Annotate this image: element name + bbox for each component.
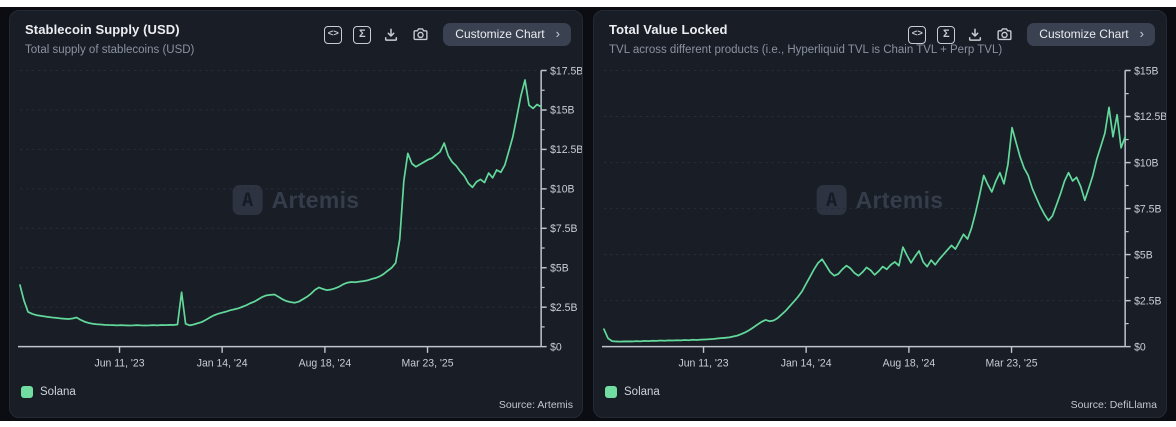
x-tick-label: Jun 11, '23 xyxy=(94,357,144,369)
camera-snapshot-icon[interactable] xyxy=(411,26,429,44)
y-tick-label: $0 xyxy=(550,341,562,353)
y-tick-label: $2.5B xyxy=(550,302,577,314)
axes xyxy=(17,70,542,348)
panel-total-value-locked: Total Value Locked TVL across different … xyxy=(593,10,1167,418)
legend-label: Solana xyxy=(624,386,660,398)
panel-footer: Solana Source: Artemis xyxy=(10,384,582,414)
dashboard-row: Stablecoin Supply (USD) Total supply of … xyxy=(0,7,1176,421)
panel-stablecoin-supply: Stablecoin Supply (USD) Total supply of … xyxy=(9,10,583,418)
y-tick-label: $15B xyxy=(550,105,574,117)
y-tick-label: $12.5B xyxy=(1134,111,1166,123)
customize-chart-label: Customize Chart xyxy=(1039,27,1129,41)
chevron-right-icon: › xyxy=(1139,26,1144,41)
legend-label: Solana xyxy=(40,386,76,398)
chevron-right-icon: › xyxy=(555,26,560,41)
source-attribution: Source: DefiLlama xyxy=(1070,399,1157,411)
y-tick-label: $7.5B xyxy=(1134,203,1161,215)
embed-code-icon[interactable]: <> xyxy=(324,25,343,44)
sigma-formula-icon[interactable]: Σ xyxy=(353,25,372,44)
y-tick-label: $2.5B xyxy=(1134,295,1161,307)
x-tick-label: Mar 23, '25 xyxy=(402,357,454,369)
legend-item-solana[interactable]: Solana xyxy=(21,386,76,398)
axis-ticks xyxy=(702,69,1131,353)
y-tick-label: $5B xyxy=(1134,249,1153,261)
y-tick-label: $17.5B xyxy=(550,65,582,77)
customize-chart-button[interactable]: Customize Chart › xyxy=(1027,23,1155,46)
embed-code-icon[interactable]: <> xyxy=(908,25,927,44)
chart-toolbar: <> Σ Customize Chart xyxy=(324,23,571,46)
panel-title: Total Value Locked xyxy=(609,22,728,37)
x-tick-label: Jun 11, '23 xyxy=(678,357,728,369)
legend-swatch xyxy=(21,386,33,398)
plot-svg: $0 $2.5B $5B $7.5B $10B $12.5B $15B $17.5B Jun 1… xyxy=(17,65,582,369)
sigma-formula-icon[interactable]: Σ xyxy=(937,25,956,44)
panel-subtitle: TVL across different products (i.e., Hyp… xyxy=(609,44,1003,56)
y-tick-label: $10B xyxy=(550,183,574,195)
gridlines xyxy=(19,70,542,308)
gridlines xyxy=(603,70,1126,302)
customize-chart-label: Customize Chart xyxy=(455,27,545,41)
x-tick-label: Jan 14, '24 xyxy=(781,357,832,369)
panel-header: Total Value Locked TVL across different … xyxy=(594,11,1166,56)
panel-title: Stablecoin Supply (USD) xyxy=(25,22,180,37)
series-line-solana xyxy=(603,106,1126,343)
total-value-locked-chart-area[interactable]: A Artemis $0 $2.5B $5B $7.5B $10B $12.5B $15B J… xyxy=(594,56,1166,384)
chart-toolbar: <> Σ Customize Chart xyxy=(908,23,1155,46)
axis-labels: $0 $2.5B $5B $7.5B $10B $12.5B $15B Jun 11, '23… xyxy=(678,65,1166,369)
y-tick-label: $15B xyxy=(1134,65,1158,77)
x-tick-label: Aug 18, '24 xyxy=(299,357,352,369)
y-tick-label: $10B xyxy=(1134,157,1158,169)
plot-svg: $0 $2.5B $5B $7.5B $10B $12.5B $15B Jun 11, '23… xyxy=(601,65,1166,369)
download-icon[interactable] xyxy=(966,26,984,44)
stablecoin-supply-chart-area[interactable]: A Artemis $0 $2.5B $5B $7.5B $10B $12.5B $15B $… xyxy=(10,56,582,384)
legend-swatch xyxy=(605,386,617,398)
series-line-solana xyxy=(19,79,542,327)
panel-footer: Solana Source: DefiLlama xyxy=(594,384,1166,414)
customize-chart-button[interactable]: Customize Chart › xyxy=(443,23,571,46)
x-tick-label: Aug 18, '24 xyxy=(883,357,936,369)
legend-item-solana[interactable]: Solana xyxy=(605,386,660,398)
panel-subtitle: Total supply of stablecoins (USD) xyxy=(25,44,195,56)
axis-labels: $0 $2.5B $5B $7.5B $10B $12.5B $15B $17.5B Jun 1… xyxy=(94,65,582,369)
axis-ticks xyxy=(118,69,547,353)
y-tick-label: $12.5B xyxy=(550,144,582,156)
panel-header: Stablecoin Supply (USD) Total supply of … xyxy=(10,11,582,56)
source-attribution: Source: Artemis xyxy=(498,399,573,411)
camera-snapshot-icon[interactable] xyxy=(995,26,1013,44)
y-tick-label: $7.5B xyxy=(550,223,577,235)
y-tick-label: $5B xyxy=(550,262,569,274)
axes xyxy=(601,70,1126,348)
x-tick-label: Mar 23, '25 xyxy=(986,357,1038,369)
y-tick-label: $0 xyxy=(1134,341,1146,353)
download-icon[interactable] xyxy=(382,26,400,44)
x-tick-label: Jan 14, '24 xyxy=(197,357,248,369)
